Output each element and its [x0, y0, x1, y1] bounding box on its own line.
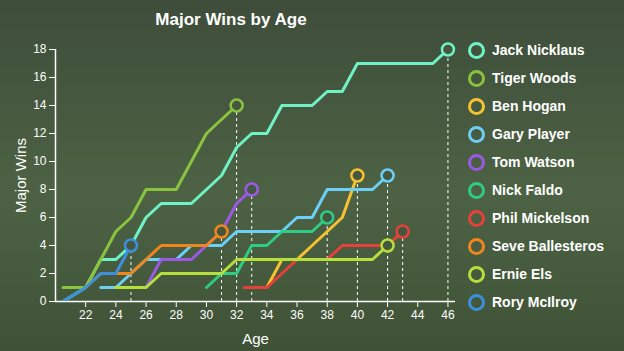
- html-text:Ben Hogan: Ben Hogan: [492, 98, 566, 114]
- svg-text:42: 42: [381, 308, 395, 322]
- svg-text:12: 12: [33, 126, 47, 140]
- svg-text:Age: Age: [242, 330, 269, 347]
- html-text:Gary Player: Gary Player: [492, 126, 570, 142]
- svg-text:6: 6: [40, 210, 47, 224]
- svg-text:14: 14: [33, 98, 47, 112]
- svg-text:Major Wins: Major Wins: [12, 138, 29, 213]
- svg-text:10: 10: [33, 154, 47, 168]
- svg-text:38: 38: [321, 308, 335, 322]
- svg-text:24: 24: [109, 308, 123, 322]
- svg-text:16: 16: [33, 70, 47, 84]
- svg-text:30: 30: [200, 308, 214, 322]
- svg-text:18: 18: [33, 42, 47, 56]
- svg-text:4: 4: [40, 238, 47, 252]
- svg-text:34: 34: [260, 308, 274, 322]
- html-text:Jack Nicklaus: Jack Nicklaus: [492, 42, 585, 58]
- svg-text:32: 32: [230, 308, 244, 322]
- svg-text:36: 36: [290, 308, 304, 322]
- svg-text:46: 46: [441, 308, 455, 322]
- svg-text:22: 22: [79, 308, 93, 322]
- html-text:Major Wins by Age: Major Wins by Age: [155, 10, 307, 29]
- html-text:Seve Ballesteros: Seve Ballesteros: [492, 238, 605, 254]
- svg-text:26: 26: [139, 308, 153, 322]
- html-text:Phil Mickelson: Phil Mickelson: [492, 210, 590, 226]
- svg-text:44: 44: [411, 308, 425, 322]
- html-text:Nick Faldo: Nick Faldo: [492, 182, 563, 198]
- html-text:Tiger Woods: Tiger Woods: [492, 70, 577, 86]
- html-text:Tom Watson: Tom Watson: [492, 154, 575, 170]
- html-text:Ernie Els: Ernie Els: [492, 266, 552, 282]
- html-text:Rory McIlroy: Rory McIlroy: [492, 294, 577, 310]
- svg-text:8: 8: [40, 182, 47, 196]
- svg-text:2: 2: [40, 266, 47, 280]
- svg-text:0: 0: [40, 294, 47, 308]
- svg-text:28: 28: [170, 308, 184, 322]
- svg-text:40: 40: [351, 308, 365, 322]
